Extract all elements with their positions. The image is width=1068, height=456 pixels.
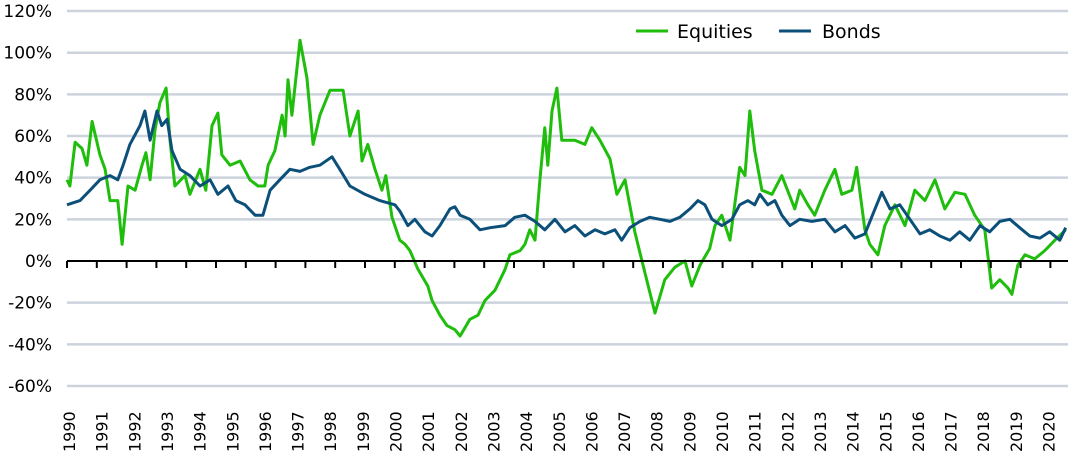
x-tick-label: 2016 [909,411,928,452]
x-tick-label: 2001 [419,411,438,452]
series-bonds [66,109,1068,242]
y-tick-label: -20% [8,294,52,314]
y-tick-label: -40% [8,335,52,355]
legend-label-equities: Equities [677,21,753,43]
y-tick-label: 100% [3,44,52,64]
y-tick-label: -60% [8,377,52,397]
x-tick-label: 2019 [1007,411,1026,452]
x-tick-label: 2003 [484,411,503,452]
y-tick-label: 120% [3,2,52,22]
x-tick-label: 1995 [223,411,242,452]
y-tick-label: 80% [14,85,52,105]
gridlines [67,9,1068,388]
series-lines [65,38,1068,338]
x-tick-label: 1992 [125,411,144,452]
x-axis [66,260,1068,268]
x-tick-label: 2000 [387,411,406,452]
legend-label-bonds: Bonds [822,21,881,43]
x-tick-label: 2020 [1040,411,1059,452]
x-tick-label: 2012 [778,411,797,452]
x-tick-label: 2002 [452,411,471,452]
x-tick-label: 2006 [582,411,601,452]
x-axis-labels: 1990 1991 1992 1993 1994 1995 1996 1997 1998 1999… [60,411,1059,452]
x-tick-label: 2010 [713,411,732,452]
y-tick-label: 0% [25,252,52,272]
x-tick-label: 2004 [517,411,536,452]
y-axis-labels: 120% 100% 80% 60% 40% 20% 0% -20% -40% -60% [3,2,52,397]
x-tick-label: 2008 [648,411,667,452]
legend: Equities Bonds [636,21,881,43]
x-tick-label: 2011 [746,411,765,452]
x-tick-label: 2007 [615,411,634,452]
x-tick-label: 1996 [256,411,275,452]
x-tick-label: 1998 [321,411,340,452]
x-tick-label: 2009 [680,411,699,452]
x-tick-label: 2005 [550,411,569,452]
x-tick-label: 1991 [93,411,112,452]
x-tick-label: 1994 [191,411,210,452]
x-tick-label: 1997 [289,411,308,452]
x-tick-label: 1993 [158,411,177,452]
x-tick-label: 2014 [844,411,863,452]
x-tick-label: 2013 [811,411,830,452]
y-tick-label: 60% [14,127,52,147]
x-tick-label: 2018 [974,411,993,452]
series-equities [65,38,1067,338]
x-tick-label: 1990 [60,411,79,452]
x-tick-label: 2015 [876,411,895,452]
x-tick-label: 2017 [942,411,961,452]
y-tick-label: 20% [14,210,52,230]
x-tick-label: 1999 [354,411,373,452]
y-tick-label: 40% [14,169,52,189]
